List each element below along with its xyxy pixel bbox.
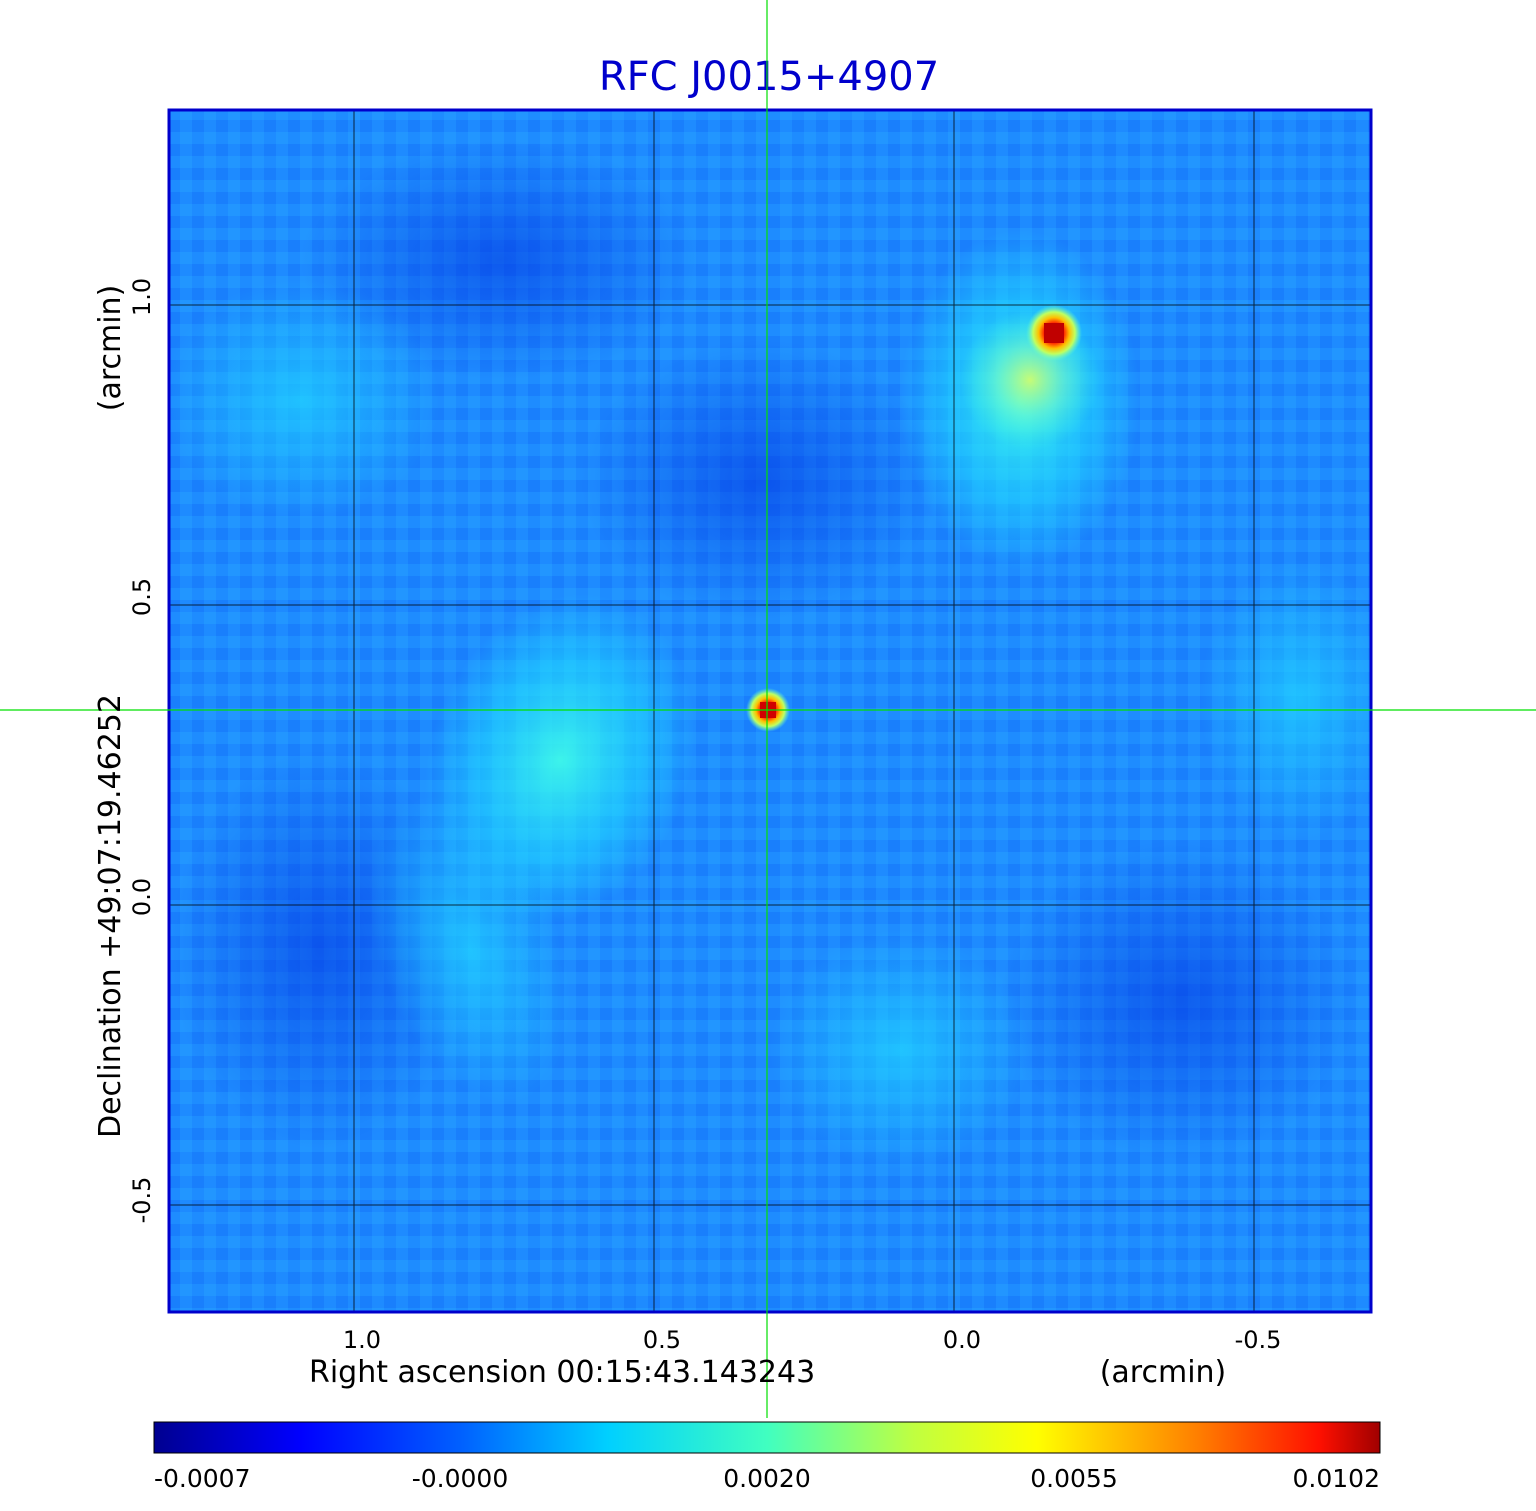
colorbar-tick-label: -0.0000 (412, 1464, 509, 1493)
x-tick-label: 0.5 (643, 1326, 681, 1354)
y-axis-label: Declination +49:07:19.46252 (93, 694, 128, 1138)
y-tick-label: -0.5 (128, 1177, 156, 1224)
colorbar-tick-label: 0.0020 (723, 1464, 810, 1493)
y-axis-unit: (arcmin) (93, 285, 128, 412)
x-tick-label: 0.0 (943, 1326, 981, 1354)
x-axis-unit: (arcmin) (1100, 1355, 1227, 1390)
x-axis-label: Right ascension 00:15:43.143243 (309, 1355, 815, 1390)
colorbar (153, 1421, 1381, 1454)
north-west-source-peak (1044, 323, 1064, 343)
plot-title: RFC J0015+4907 (599, 54, 939, 100)
colorbar-tick-label: -0.0007 (154, 1464, 251, 1493)
y-tick-label: 0.0 (128, 878, 156, 916)
coordinate-grid (169, 110, 1371, 1312)
y-tick-label: 0.5 (128, 578, 156, 616)
plot-frame (167, 108, 1373, 1314)
x-tick-label: -0.5 (1235, 1326, 1282, 1354)
x-tick-label: 1.0 (343, 1326, 381, 1354)
colorbar-tick-label: 0.0102 (1293, 1464, 1380, 1493)
crosshair (0, 0, 1536, 1418)
colorbar-tick-label: 0.0055 (1030, 1464, 1117, 1493)
y-tick-label: 1.0 (128, 278, 156, 316)
